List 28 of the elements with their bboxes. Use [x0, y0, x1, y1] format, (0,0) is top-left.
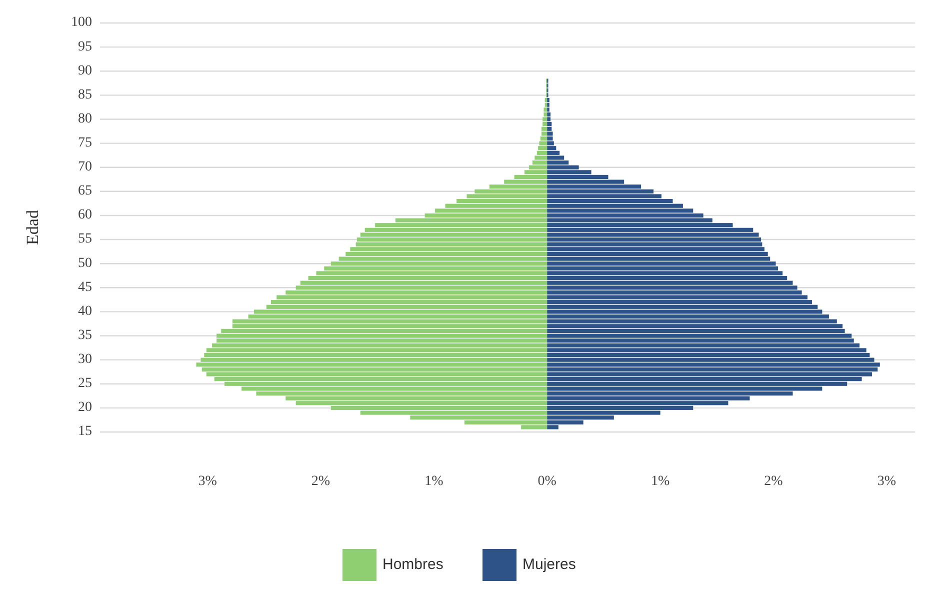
y-tick-label: 75 [78, 136, 92, 151]
y-tick-label: 30 [78, 352, 92, 368]
y-tick-label: 65 [78, 184, 92, 199]
y-tick-label: 95 [78, 39, 92, 54]
x-tick-label: 2% [764, 474, 784, 489]
y-tick-label: 90 [78, 63, 92, 78]
y-tick-label: 40 [78, 304, 92, 319]
y-axis-title: Edad [23, 210, 42, 245]
y-tick-label: 35 [78, 328, 92, 343]
x-tick-label: 1% [424, 474, 444, 489]
y-tick-label: 80 [78, 111, 92, 126]
y-tick-label: 70 [78, 160, 92, 175]
x-tick-label: 0% [538, 474, 557, 489]
x-tick-label: 2% [311, 474, 330, 489]
y-tick-label: 15 [78, 424, 92, 440]
y-tick-label: 50 [78, 256, 92, 271]
legend-label: Mujeres [522, 556, 576, 573]
y-tick-label: 60 [78, 208, 92, 223]
y-tick-label: 20 [78, 400, 92, 416]
legend-label: Hombres [382, 556, 444, 573]
y-tick-label: 55 [78, 232, 92, 247]
y-tick-label: 85 [78, 87, 92, 102]
y-tick-label: 45 [78, 280, 92, 295]
y-tick-label: 100 [71, 15, 92, 30]
x-tick-label: 1% [650, 474, 670, 489]
x-tick-label: 3% [198, 474, 218, 489]
y-tick-label: 25 [78, 376, 92, 392]
x-tick-label: 3% [877, 474, 896, 489]
